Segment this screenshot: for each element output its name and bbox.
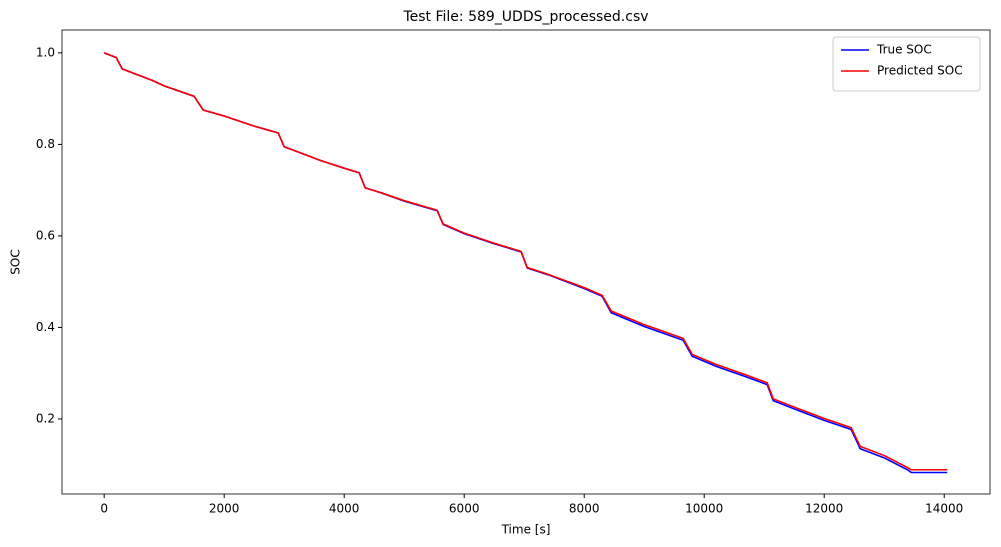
x-axis-label: Time [s]: [501, 523, 551, 537]
y-tick-label: 1.0: [36, 45, 55, 59]
y-tick-label: 0.4: [36, 320, 55, 334]
plot-frame: [61, 29, 991, 495]
x-tick-label: 2000: [209, 502, 240, 516]
y-tick-label: 0.6: [36, 228, 55, 242]
x-tick-label: 14000: [925, 502, 963, 516]
x-tick-label: 12000: [805, 502, 843, 516]
legend-box: [832, 36, 981, 92]
chart-title: Test File: 589_UDDS_processed.csv: [402, 9, 648, 25]
x-tick-label: 0: [100, 502, 108, 516]
y-tick-label: 0.2: [36, 411, 55, 425]
y-axis-label: SOC: [9, 249, 23, 274]
legend-label: True SOC: [876, 43, 932, 57]
x-tick-label: 10000: [685, 502, 723, 516]
x-tick-label: 4000: [329, 502, 360, 516]
x-tick-label: 8000: [569, 502, 600, 516]
x-tick-label: 6000: [449, 502, 480, 516]
legend-label: Predicted SOC: [877, 64, 963, 78]
series-line: [103, 52, 948, 471]
y-tick-label: 0.8: [36, 137, 55, 151]
